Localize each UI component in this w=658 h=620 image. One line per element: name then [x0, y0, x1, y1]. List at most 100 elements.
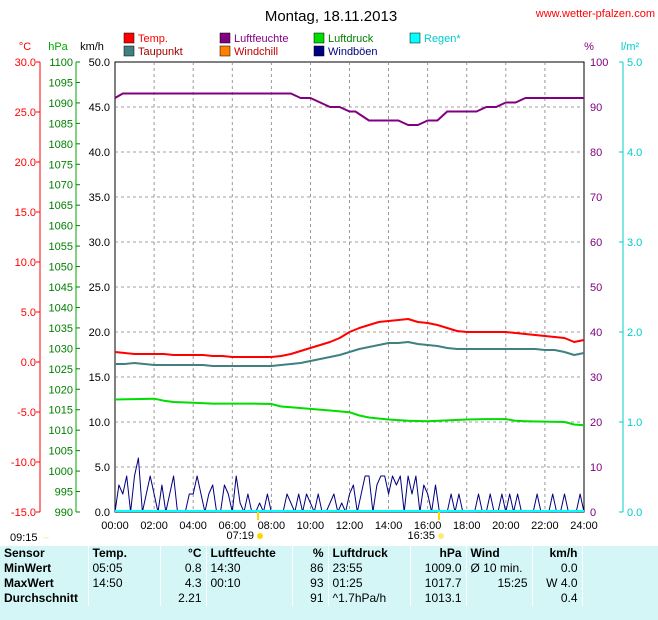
- grid: [115, 62, 584, 512]
- temp-tick-label: 10.0: [15, 257, 36, 269]
- stats-row-average: Durchschnitt 2.21 91 ^1.7hPa/h 1013.1 0.…: [0, 591, 658, 606]
- stats-cell: ^1.7hPa/h: [328, 591, 411, 606]
- legend: Temp. Luftfeuchte Luftdruck Regen* Taupunkt W…: [123, 32, 461, 58]
- humidity-tick-label: 20: [590, 417, 602, 429]
- x-tick-label: 18:00: [453, 520, 481, 532]
- stats-header-humidity: Luftfeuchte: [206, 546, 293, 561]
- x-tick-label: 20:00: [492, 520, 520, 532]
- stats-cell: 15:25: [466, 576, 533, 591]
- stats-header-humidity-unit: %: [292, 546, 329, 561]
- legend-swatch: [313, 32, 325, 44]
- legend-swatch: [409, 32, 421, 44]
- pressure-tick-label: 1015: [49, 405, 73, 417]
- humidity-tick-label: 60: [590, 237, 602, 249]
- pressure-axis-unit: hPa: [48, 41, 68, 53]
- stats-header-temp-unit: °C: [160, 546, 207, 561]
- pressure-tick-label: 1080: [49, 139, 73, 151]
- humidity-tick-label: 80: [590, 147, 602, 159]
- legend-label: Temp.: [138, 33, 168, 45]
- stats-header-temp: Temp.: [88, 546, 161, 561]
- wind-tick-label: 20.0: [89, 327, 110, 339]
- legend-swatch: [219, 32, 231, 44]
- wind-axis-unit: km/h: [80, 41, 104, 53]
- pressure-tick-label: 995: [55, 487, 73, 499]
- series-luftfeuchte: [114, 92, 584, 126]
- stats-header-wind: Wind: [466, 546, 533, 561]
- rain-tick-label: 0.0: [627, 507, 642, 519]
- pressure-tick-label: 1100: [49, 57, 73, 69]
- legend-label: Windböen: [328, 46, 378, 58]
- x-tick-label: 10:00: [297, 520, 325, 532]
- stats-header-row: Sensor Temp. °C Luftfeuchte % Luftdruck …: [0, 546, 658, 561]
- humidity-tick-label: 40: [590, 327, 602, 339]
- wind-tick-label: 30.0: [89, 237, 110, 249]
- sunrise-time: 07:19: [227, 530, 255, 542]
- pressure-tick-label: 1085: [49, 118, 73, 130]
- series-taupunkt: [115, 341, 585, 367]
- wind-tick-label: 40.0: [89, 147, 110, 159]
- humidity-tick-label: 50: [590, 282, 602, 294]
- pressure-tick-label: 1025: [49, 364, 73, 376]
- stats-cell: 91: [292, 591, 329, 606]
- sun-moon-markers: 07:19 16:35 09:15: [10, 512, 445, 544]
- pressure-tick-label: 1040: [49, 302, 73, 314]
- x-tick-label: 02:00: [140, 520, 168, 532]
- humidity-tick-label: 100: [590, 57, 608, 69]
- stats-cell: 93: [292, 576, 329, 591]
- rain-tick-label: 2.0: [627, 327, 642, 339]
- stats-header-wind-unit: km/h: [532, 546, 583, 561]
- pressure-tick-label: 1090: [49, 98, 73, 110]
- pressure-tick-label: 1070: [49, 180, 73, 192]
- rain-tick-label: 3.0: [627, 237, 642, 249]
- x-tick-label: 16:00: [414, 520, 442, 532]
- stats-cell: W 4.0: [532, 576, 583, 591]
- pressure-tick-label: 1075: [49, 159, 73, 171]
- sun-icon: [257, 533, 264, 539]
- pressure-tick-label: 1005: [49, 446, 73, 458]
- legend-swatch: [219, 45, 231, 57]
- series-luftdruck: [114, 397, 585, 427]
- stats-cell: 14:50: [88, 576, 161, 591]
- humidity-tick-label: 0: [590, 507, 596, 519]
- temp-tick-label: 15.0: [15, 207, 36, 219]
- stats-cell: 23:55: [328, 561, 411, 576]
- rain-tick-label: 5.0: [627, 57, 642, 69]
- temp-axis-unit: °C: [19, 41, 31, 53]
- humidity-tick-label: 10: [590, 462, 602, 474]
- x-tick-label: 12:00: [336, 520, 364, 532]
- legend-label: Luftfeuchte: [234, 33, 288, 45]
- stats-row-max: MaxWert 14:50 4.3 00:10 93 01:25 1017.7 …: [0, 576, 658, 591]
- rain-tick-label: 4.0: [627, 147, 642, 159]
- site-url: www.wetter-pfalzen.com: [535, 8, 655, 20]
- stats-row-label: MaxWert: [0, 576, 89, 591]
- stats-cell: 01:25: [328, 576, 411, 591]
- x-tick-label: 08:00: [258, 520, 286, 532]
- humidity-tick-label: 70: [590, 192, 602, 204]
- humidity-tick-label: 30: [590, 372, 602, 384]
- stats-cell: 0.4: [532, 591, 583, 606]
- moon-icon: [42, 537, 50, 539]
- y-axes: 30.0 25.0 20.0 15.0 10.0 5.0 0.0 -5.0 -10.0 -15.0…: [11, 57, 642, 519]
- legend-label: Windchill: [234, 46, 278, 58]
- legend-swatch: [123, 32, 135, 44]
- stats-cell: 00:10: [206, 576, 293, 591]
- x-tick-label: 14:00: [375, 520, 403, 532]
- pressure-tick-label: 990: [55, 507, 73, 519]
- legend-label: Regen*: [424, 33, 461, 45]
- stats-cell: 1009.0: [410, 561, 467, 576]
- stats-cell: [206, 591, 293, 606]
- weather-chart: Montag, 18.11.2013 www.wetter-pfalzen.co…: [10, 8, 655, 544]
- temp-tick-label: -15.0: [11, 507, 36, 519]
- pressure-tick-label: 1095: [49, 77, 73, 89]
- stats-cell: 0.8: [160, 561, 207, 576]
- stats-row-label: MinWert: [0, 561, 89, 576]
- legend-label: Taupunkt: [138, 46, 183, 58]
- pressure-tick-label: 1010: [49, 425, 73, 437]
- temp-tick-label: 20.0: [15, 157, 36, 169]
- x-tick-label: 04:00: [179, 520, 207, 532]
- pressure-tick-label: 1060: [49, 221, 73, 233]
- x-tick-label: 00:00: [101, 520, 129, 532]
- temp-tick-label: 0.0: [21, 357, 36, 369]
- stats-cell: 14:30: [206, 561, 293, 576]
- axis-units: °C hPa km/h% l/m²: [19, 41, 640, 53]
